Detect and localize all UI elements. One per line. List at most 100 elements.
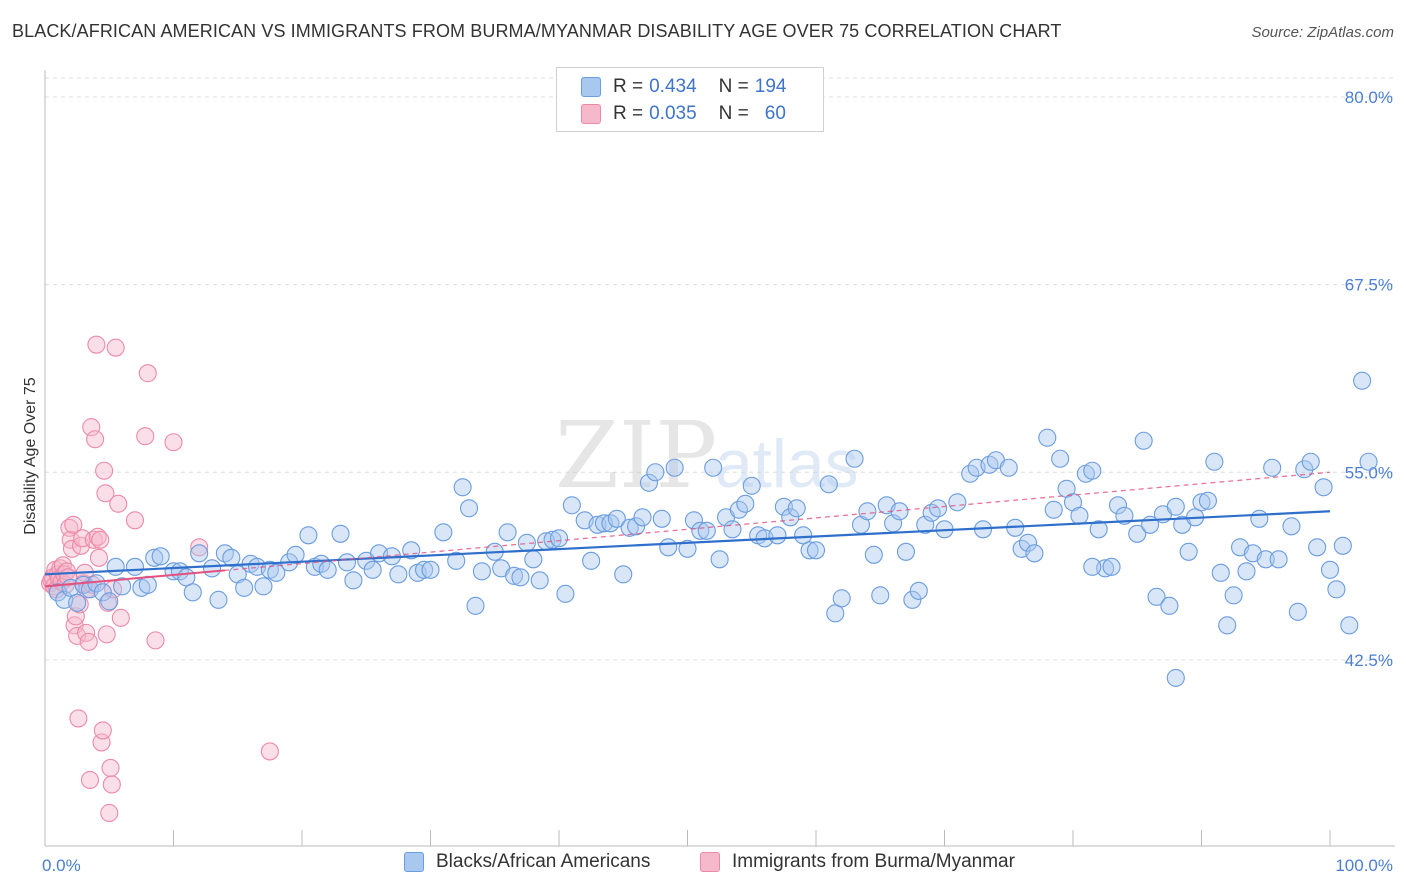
black-point bbox=[1128, 524, 1147, 543]
black-point bbox=[890, 502, 909, 521]
black-point bbox=[1115, 506, 1134, 525]
black-point bbox=[1038, 428, 1057, 447]
x-tick-labels: 0.0% 100.0% bbox=[42, 856, 1393, 875]
black-point bbox=[337, 553, 357, 572]
black-point bbox=[151, 547, 170, 566]
black-point bbox=[106, 557, 125, 576]
black-point bbox=[1018, 533, 1038, 552]
black-point bbox=[858, 502, 877, 521]
black-point bbox=[1256, 550, 1275, 569]
bottom-legend-black: Blacks/African Americans bbox=[404, 851, 650, 873]
black-point bbox=[704, 458, 723, 477]
burma-point bbox=[88, 527, 107, 546]
burma-point bbox=[138, 364, 157, 383]
black-point bbox=[1250, 509, 1269, 528]
black-point bbox=[68, 593, 87, 612]
bottom-legend-swatch-pink bbox=[700, 852, 720, 872]
black-point bbox=[633, 508, 652, 527]
black-point bbox=[331, 524, 350, 543]
burma-point bbox=[100, 803, 119, 823]
black-point bbox=[498, 523, 517, 542]
y-axis-title: Disability Age Over 75 bbox=[22, 377, 39, 535]
black-point bbox=[832, 589, 851, 608]
black-point bbox=[511, 568, 530, 587]
black-point bbox=[453, 478, 472, 497]
black-point bbox=[646, 463, 665, 482]
legend-r-value: 0.434 bbox=[649, 76, 697, 97]
black-point bbox=[1224, 586, 1243, 605]
black-point bbox=[1051, 449, 1070, 468]
burma-point bbox=[93, 721, 112, 740]
black-point bbox=[999, 458, 1018, 477]
black-point bbox=[607, 509, 626, 528]
black-point bbox=[1211, 563, 1230, 582]
legend-n-value: 60 bbox=[764, 103, 786, 124]
black-point bbox=[620, 518, 639, 537]
black-point bbox=[209, 590, 228, 609]
legend-row-black: R = 0.434 N = 194 bbox=[581, 75, 786, 99]
black-point bbox=[1295, 460, 1314, 479]
y-tick-label: 67.5% bbox=[1345, 276, 1393, 295]
bottom-legend-label-black: Blacks/African Americans bbox=[436, 851, 651, 872]
black-point bbox=[1314, 478, 1333, 497]
black-point bbox=[145, 548, 164, 567]
black-point bbox=[113, 577, 132, 596]
black-point bbox=[723, 520, 742, 539]
black-point bbox=[524, 550, 543, 569]
black-point bbox=[222, 548, 241, 567]
legend-swatch-blue bbox=[581, 77, 601, 97]
black-point bbox=[845, 449, 864, 468]
black-point bbox=[1179, 542, 1198, 561]
y-tick-labels: 42.5% 55.0% 67.5% 80.0% bbox=[1345, 88, 1393, 670]
black-point bbox=[627, 517, 646, 536]
black-point bbox=[1134, 431, 1153, 450]
burma-point bbox=[260, 742, 279, 761]
legend-r-label: R = bbox=[613, 103, 644, 124]
black-point bbox=[389, 565, 408, 584]
y-tick-label: 55.0% bbox=[1345, 463, 1393, 482]
black-point bbox=[415, 560, 434, 579]
black-point bbox=[794, 526, 813, 545]
black-point bbox=[1089, 520, 1108, 539]
black-point bbox=[556, 584, 575, 603]
black-point bbox=[1083, 557, 1102, 576]
black-point bbox=[93, 583, 112, 602]
black-point bbox=[190, 544, 209, 563]
burma-point bbox=[190, 538, 209, 557]
source-label: Source: ZipAtlas.com bbox=[1251, 24, 1394, 41]
black-point bbox=[363, 560, 382, 579]
black-point bbox=[582, 551, 601, 570]
legend-row-burma: R = 0.035 N = 60 bbox=[581, 102, 786, 126]
black-point bbox=[903, 590, 922, 609]
black-point bbox=[344, 571, 363, 590]
black-point bbox=[948, 493, 967, 512]
burma-point bbox=[97, 625, 116, 644]
burma-point bbox=[111, 608, 130, 627]
black-point bbox=[549, 529, 569, 548]
burma-point bbox=[66, 607, 85, 626]
burma-point bbox=[82, 418, 101, 437]
black-point bbox=[659, 538, 678, 557]
black-point bbox=[203, 559, 222, 578]
black-point bbox=[1198, 491, 1217, 510]
burma-point bbox=[86, 430, 105, 449]
black-point bbox=[1083, 461, 1102, 480]
black-point bbox=[1340, 616, 1359, 635]
black-point bbox=[1282, 517, 1301, 536]
burma-point bbox=[64, 515, 83, 534]
black-point bbox=[299, 526, 318, 545]
black-point bbox=[1320, 560, 1340, 579]
burma-point bbox=[73, 529, 92, 548]
black-point bbox=[614, 565, 633, 584]
black-point bbox=[562, 496, 581, 515]
black-point bbox=[1263, 458, 1282, 477]
burma-point bbox=[91, 530, 110, 549]
burma-point bbox=[87, 335, 106, 354]
x-tick-label: 0.0% bbox=[42, 856, 81, 875]
black-point bbox=[1166, 497, 1185, 516]
black-point bbox=[1192, 493, 1211, 512]
black-point bbox=[1102, 557, 1121, 576]
black-point bbox=[318, 560, 337, 579]
burma-point bbox=[146, 631, 165, 650]
